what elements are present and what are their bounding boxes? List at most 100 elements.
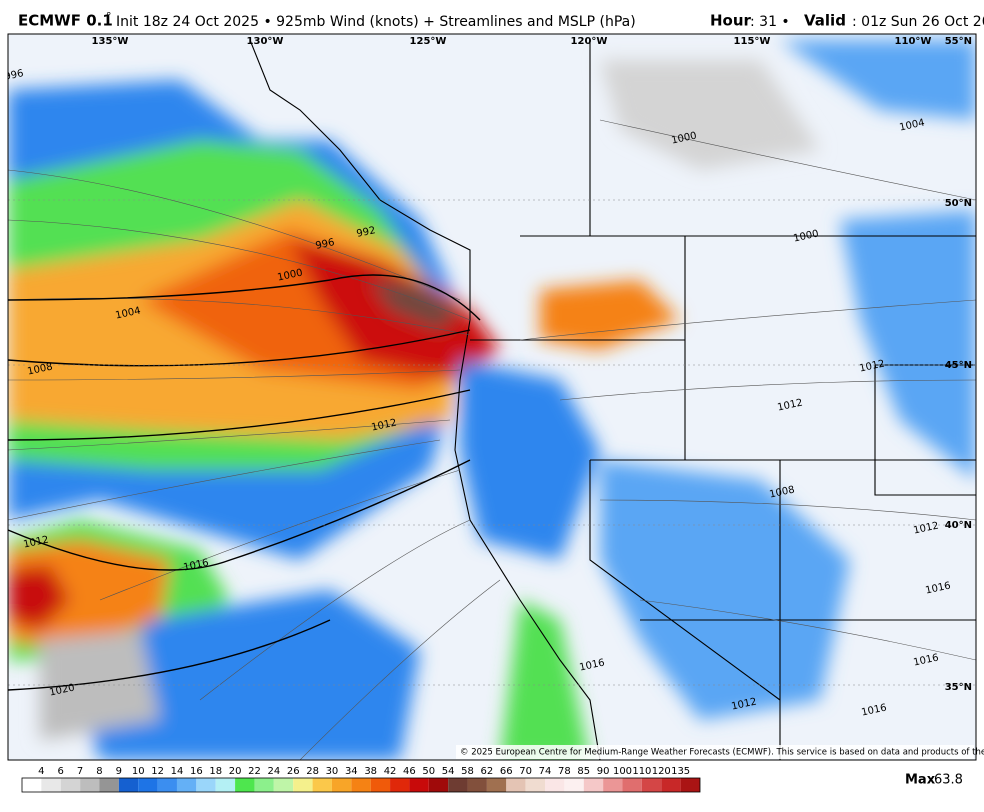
colorbar-tick-label: 62 (481, 766, 494, 777)
wind-field (8, 40, 976, 760)
longitude-label: 135°W (92, 36, 129, 47)
colorbar-tick-label: 90 (597, 766, 610, 777)
valid-value: : 01z Sun 26 Oct 2025 (852, 14, 984, 30)
colorbar-swatch (235, 778, 255, 792)
isobar-label: 1016 (861, 702, 888, 718)
colorbar-tick-label: 6 (58, 766, 64, 777)
colorbar-tick-label: 4 (38, 766, 44, 777)
colorbar-swatch (80, 778, 100, 792)
hour-label: Hour (710, 12, 752, 30)
colorbar-swatch (467, 778, 487, 792)
colorbar-tick-label: 38 (364, 766, 377, 777)
colorbar-tick-label: 50 (422, 766, 435, 777)
colorbar-swatch (293, 778, 313, 792)
latitude-label: 50°N (945, 198, 972, 209)
latitude-label: 45°N (945, 360, 972, 371)
max-label: Max (905, 773, 936, 788)
longitude-label: 130°W (247, 36, 284, 47)
latitude-label: 35°N (945, 682, 972, 693)
hour-value: : 31 • (750, 14, 794, 30)
longitude-label: 110°W (895, 36, 932, 47)
isobar-label: 996 (4, 68, 25, 83)
model-name: ECMWF 0.1 (18, 12, 113, 30)
colorbar-swatch (409, 778, 429, 792)
isobar-label: 1000 (277, 267, 304, 283)
colorbar-tick-label: 7 (77, 766, 83, 777)
colorbar-tick-label: 28 (306, 766, 319, 777)
colorbar-swatch (506, 778, 526, 792)
isobar-label: 1012 (777, 397, 804, 413)
colorbar-swatch (157, 778, 177, 792)
isobar-label: 1008 (769, 484, 796, 500)
colorbar-swatch (448, 778, 468, 792)
longitude-label: 120°W (571, 36, 608, 47)
colorbar-swatch (680, 778, 700, 792)
isobar-label: 1020 (49, 682, 76, 698)
colorbar-tick-label: 54 (442, 766, 455, 777)
colorbar-swatch (661, 778, 681, 792)
isobar-label: 1000 (793, 228, 820, 244)
isobars (8, 274, 481, 691)
isobar-label: 1004 (115, 305, 142, 321)
colorbar-tick-label: 46 (403, 766, 416, 777)
isobar-label: 1012 (731, 696, 758, 712)
colorbar-swatch (583, 778, 604, 792)
colorbar-tick-label: 12 (151, 766, 164, 777)
colorbar-swatch (486, 778, 507, 792)
colorbar-tick-label: 78 (558, 766, 571, 777)
colorbar-swatch (390, 778, 410, 792)
map-frame (7, 33, 977, 761)
colorbar-tick-label: 18 (209, 766, 222, 777)
colorbar-swatch (176, 778, 197, 792)
isobar-label: 1016 (183, 557, 210, 573)
isobar-label: 1012 (913, 520, 940, 536)
credit: © 2025 European Centre for Medium-Range … (460, 748, 984, 758)
valid-label: Valid (804, 12, 846, 30)
colorbar-tick-label: 110 (632, 766, 651, 777)
latitude-label: 40°N (945, 520, 972, 531)
longitude-label: 125°W (410, 36, 447, 47)
colorbar-tick-label: 22 (248, 766, 261, 777)
colorbar-tick-label: 42 (384, 766, 397, 777)
colorbar-tick-label: 16 (190, 766, 203, 777)
map: 135°W 130°W 125°W 120°W 115°W 110°W 55°N 50°N 45… (4, 34, 976, 760)
colorbar-swatch (60, 778, 81, 792)
colorbar-swatch (622, 778, 642, 792)
max-value: 63.8 (934, 773, 963, 788)
isobar-label: 1012 (371, 417, 398, 433)
colorbar-swatch (138, 778, 158, 792)
subtitle: Init 18z 24 Oct 2025 • 925mb Wind (knots… (116, 14, 636, 30)
latitude-label: 55°N (945, 36, 972, 47)
longitude-label: 115°W (734, 36, 771, 47)
colorbar-tick-label: 26 (287, 766, 300, 777)
colorbar-swatch (564, 778, 584, 792)
colorbar-tick-label: 85 (577, 766, 590, 777)
colorbar-tick-label: 100 (613, 766, 632, 777)
colorbar-tick-label: 10 (132, 766, 145, 777)
colorbar-swatch (254, 778, 274, 792)
colorbar-tick-label: 30 (326, 766, 339, 777)
colorbar-tick-label: 66 (500, 766, 513, 777)
colorbar-swatch (641, 778, 662, 792)
colorbar-swatch (525, 778, 546, 792)
colorbar-tick-label: 8 (96, 766, 102, 777)
colorbar-swatch (215, 778, 236, 792)
colorbar-frame (21, 777, 701, 793)
isobar-label: 1016 (579, 657, 606, 673)
isobar-label: 1016 (925, 580, 952, 596)
colorbar-swatch (196, 778, 216, 792)
credit-backdrop (456, 745, 974, 759)
isobar-label: 1000 (671, 130, 698, 146)
degree: ° (106, 10, 112, 23)
colorbar-tick-label: 120 (652, 766, 671, 777)
colorbar-swatch (603, 778, 623, 792)
isobar-label: 1008 (27, 361, 54, 377)
colorbar-tick-label: 14 (171, 766, 184, 777)
isobar-label: 996 (315, 237, 336, 252)
colorbar-swatch (22, 778, 42, 792)
isobar-label: 1012 (23, 534, 50, 550)
isobar-label: 1012 (859, 358, 886, 374)
colorbar-swatch (118, 778, 139, 792)
colorbar-tick-label: 9 (116, 766, 122, 777)
